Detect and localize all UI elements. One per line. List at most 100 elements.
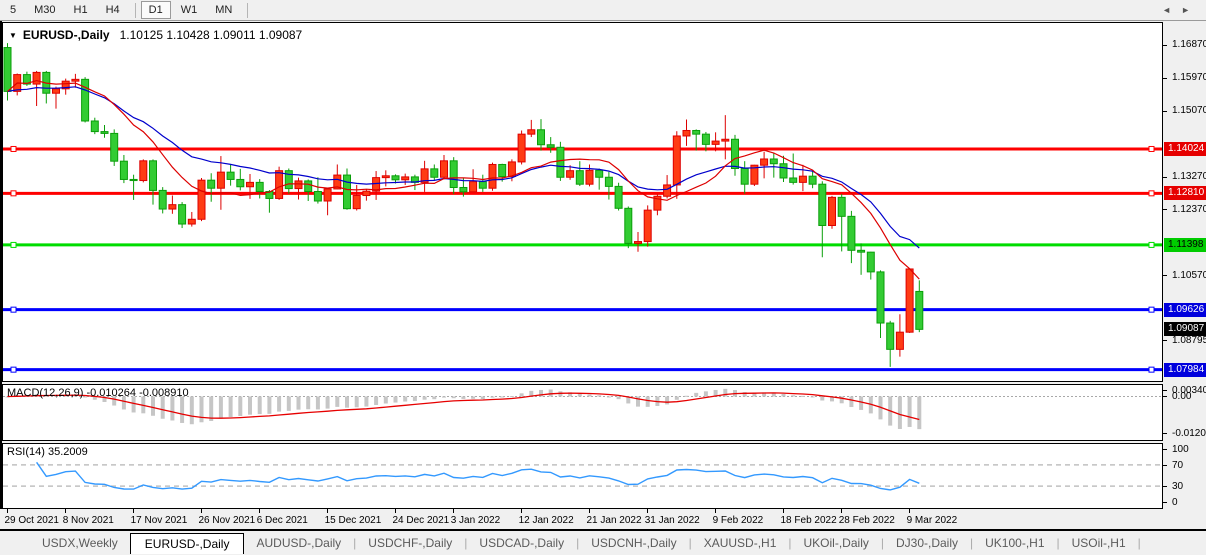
- macd-histogram-bar: [626, 396, 631, 404]
- candle-body: [653, 195, 662, 211]
- macd-histogram-bar: [383, 396, 388, 404]
- tab-ukoil-daily[interactable]: UKOil-,Daily: [803, 536, 869, 550]
- rsi-line: [36, 461, 920, 491]
- macd-histogram-bar: [364, 396, 369, 407]
- macd-histogram-bar: [897, 396, 902, 429]
- tab-scroll-right-icon[interactable]: ►: [1181, 5, 1200, 15]
- date-label: 28 Feb 2022: [838, 515, 895, 526]
- candle-body: [362, 190, 371, 197]
- candle-body: [236, 178, 245, 188]
- macd-histogram-bar: [917, 396, 922, 430]
- date-tick-mark: [6, 509, 8, 513]
- candle-body: [818, 183, 827, 226]
- timeframe-button-mn[interactable]: MN: [215, 4, 233, 16]
- candle-body: [197, 179, 206, 220]
- candle-body: [216, 171, 225, 189]
- macd-histogram-bar: [684, 395, 689, 397]
- rsi-indicator-pane[interactable]: RSI(14) 35.2009: [2, 443, 1163, 509]
- candle-body: [595, 169, 604, 178]
- candle-body: [139, 160, 148, 182]
- price-axis[interactable]: 1.16870 1.15970 1.15070 1.13270 1.12370 1.105…: [1163, 22, 1206, 530]
- line-handle[interactable]: [1148, 366, 1155, 373]
- macd-histogram-bar: [529, 390, 534, 397]
- tab-usdx-weekly[interactable]: USDX,Weekly: [42, 536, 118, 550]
- line-handle[interactable]: [1148, 306, 1155, 313]
- axis-tick-mark: [1163, 502, 1167, 503]
- line-handle[interactable]: [10, 190, 17, 197]
- timeframe-button-5[interactable]: 5: [10, 4, 17, 16]
- line-handle[interactable]: [1148, 190, 1155, 197]
- price-tick-label: 1.12370: [1172, 203, 1206, 215]
- macd-histogram-bar: [713, 389, 718, 397]
- candle-body: [32, 71, 41, 85]
- candle-body: [22, 74, 31, 85]
- candle-body: [537, 129, 545, 146]
- line-handle[interactable]: [10, 145, 17, 152]
- macd-histogram-bar: [907, 396, 912, 427]
- tab-usdcnh-daily[interactable]: USDCNH-,Daily: [591, 536, 677, 550]
- candle-body: [498, 163, 507, 178]
- date-tick-mark: [452, 509, 454, 513]
- timeframe-button-m30[interactable]: M30: [34, 4, 56, 16]
- tab-separator: |: [464, 536, 468, 550]
- macd-histogram-bar: [762, 392, 767, 397]
- chart-tab-bar: USDX,Weekly EURUSD-,Daily AUDUSD-,Daily | US…: [0, 531, 1206, 555]
- line-handle[interactable]: [10, 366, 17, 373]
- candle-body: [711, 140, 720, 145]
- macd-histogram-bar: [238, 396, 243, 416]
- date-label: 18 Feb 2022: [780, 515, 837, 526]
- timeframe-button-w1[interactable]: W1: [180, 4, 198, 16]
- tab-usdcad-daily[interactable]: USDCAD-,Daily: [479, 536, 565, 550]
- price-badge-1.07984: 1.07984: [1164, 362, 1206, 377]
- timeframe-button-h4[interactable]: H4: [105, 4, 120, 16]
- timeframe-button-d1[interactable]: D1: [140, 1, 171, 19]
- timeframe-button-h1[interactable]: H1: [73, 4, 88, 16]
- candle-body: [517, 133, 526, 163]
- macd-indicator-pane[interactable]: MACD(12,26,9) -0.010264 -0.008910: [2, 384, 1163, 441]
- candle-body: [478, 181, 487, 189]
- tab-uk100-h1[interactable]: UK100-,H1: [985, 536, 1045, 550]
- line-handle[interactable]: [10, 306, 17, 313]
- macd-histogram-bar: [83, 396, 88, 398]
- tab-scroll-left-icon[interactable]: ◄: [1162, 5, 1182, 15]
- candle-body: [207, 179, 216, 189]
- candle-body: [110, 132, 119, 162]
- candle-body: [808, 175, 817, 185]
- tab-usoil-h1[interactable]: USOil-,H1: [1071, 536, 1126, 550]
- candle-body: [779, 163, 788, 179]
- candle-body: [294, 180, 303, 190]
- date-tick-mark: [588, 509, 590, 513]
- candle-body: [333, 174, 342, 190]
- candlestick-chart[interactable]: [3, 23, 1162, 381]
- candle-body: [61, 80, 70, 90]
- candle-body: [488, 163, 497, 189]
- macd-histogram-bar: [597, 395, 602, 397]
- candle-body: [119, 160, 128, 180]
- line-handle[interactable]: [1148, 241, 1155, 248]
- date-label: 9 Feb 2022: [712, 515, 764, 526]
- candle-body: [372, 177, 381, 192]
- price-badge-1.09626: 1.09626: [1164, 302, 1206, 317]
- tab-dj30-daily[interactable]: DJ30-,Daily: [895, 536, 958, 550]
- candle-body: [789, 177, 798, 183]
- date-tick-mark: [714, 509, 716, 513]
- main-chart-pane[interactable]: ▼ EURUSD-,Daily 1.10125 1.10428 1.09011 …: [2, 22, 1163, 382]
- chart-dropdown-icon[interactable]: ▼: [9, 30, 17, 40]
- tab-usdchf-daily[interactable]: USDCHF-,Daily: [368, 536, 453, 550]
- tab-xauusd-h1[interactable]: XAUUSD-,H1: [703, 536, 777, 550]
- date-axis[interactable]: 29 Oct 2021 8 Nov 2021 17 Nov 2021 26 Nov 2…: [0, 509, 1206, 531]
- date-tick-mark: [200, 509, 202, 513]
- line-handle[interactable]: [10, 241, 17, 248]
- macd-tick-label: -0.01205: [1172, 427, 1206, 439]
- candle-body: [682, 129, 691, 137]
- macd-histogram-bar: [189, 396, 194, 425]
- tab-audusd-daily[interactable]: AUDUSD-,Daily: [256, 536, 342, 550]
- macd-histogram-bar: [723, 388, 728, 397]
- candle-body: [129, 178, 138, 182]
- macd-histogram-bar: [374, 396, 379, 405]
- timeframe-toolbar: 5 M30 H1 H4 D1 W1 MN: [0, 0, 1206, 21]
- line-handle[interactable]: [1148, 145, 1155, 152]
- date-label: 17 Nov 2021: [130, 515, 188, 526]
- tab-eurusd-daily[interactable]: EURUSD-,Daily: [129, 532, 245, 554]
- candle-body: [81, 78, 90, 122]
